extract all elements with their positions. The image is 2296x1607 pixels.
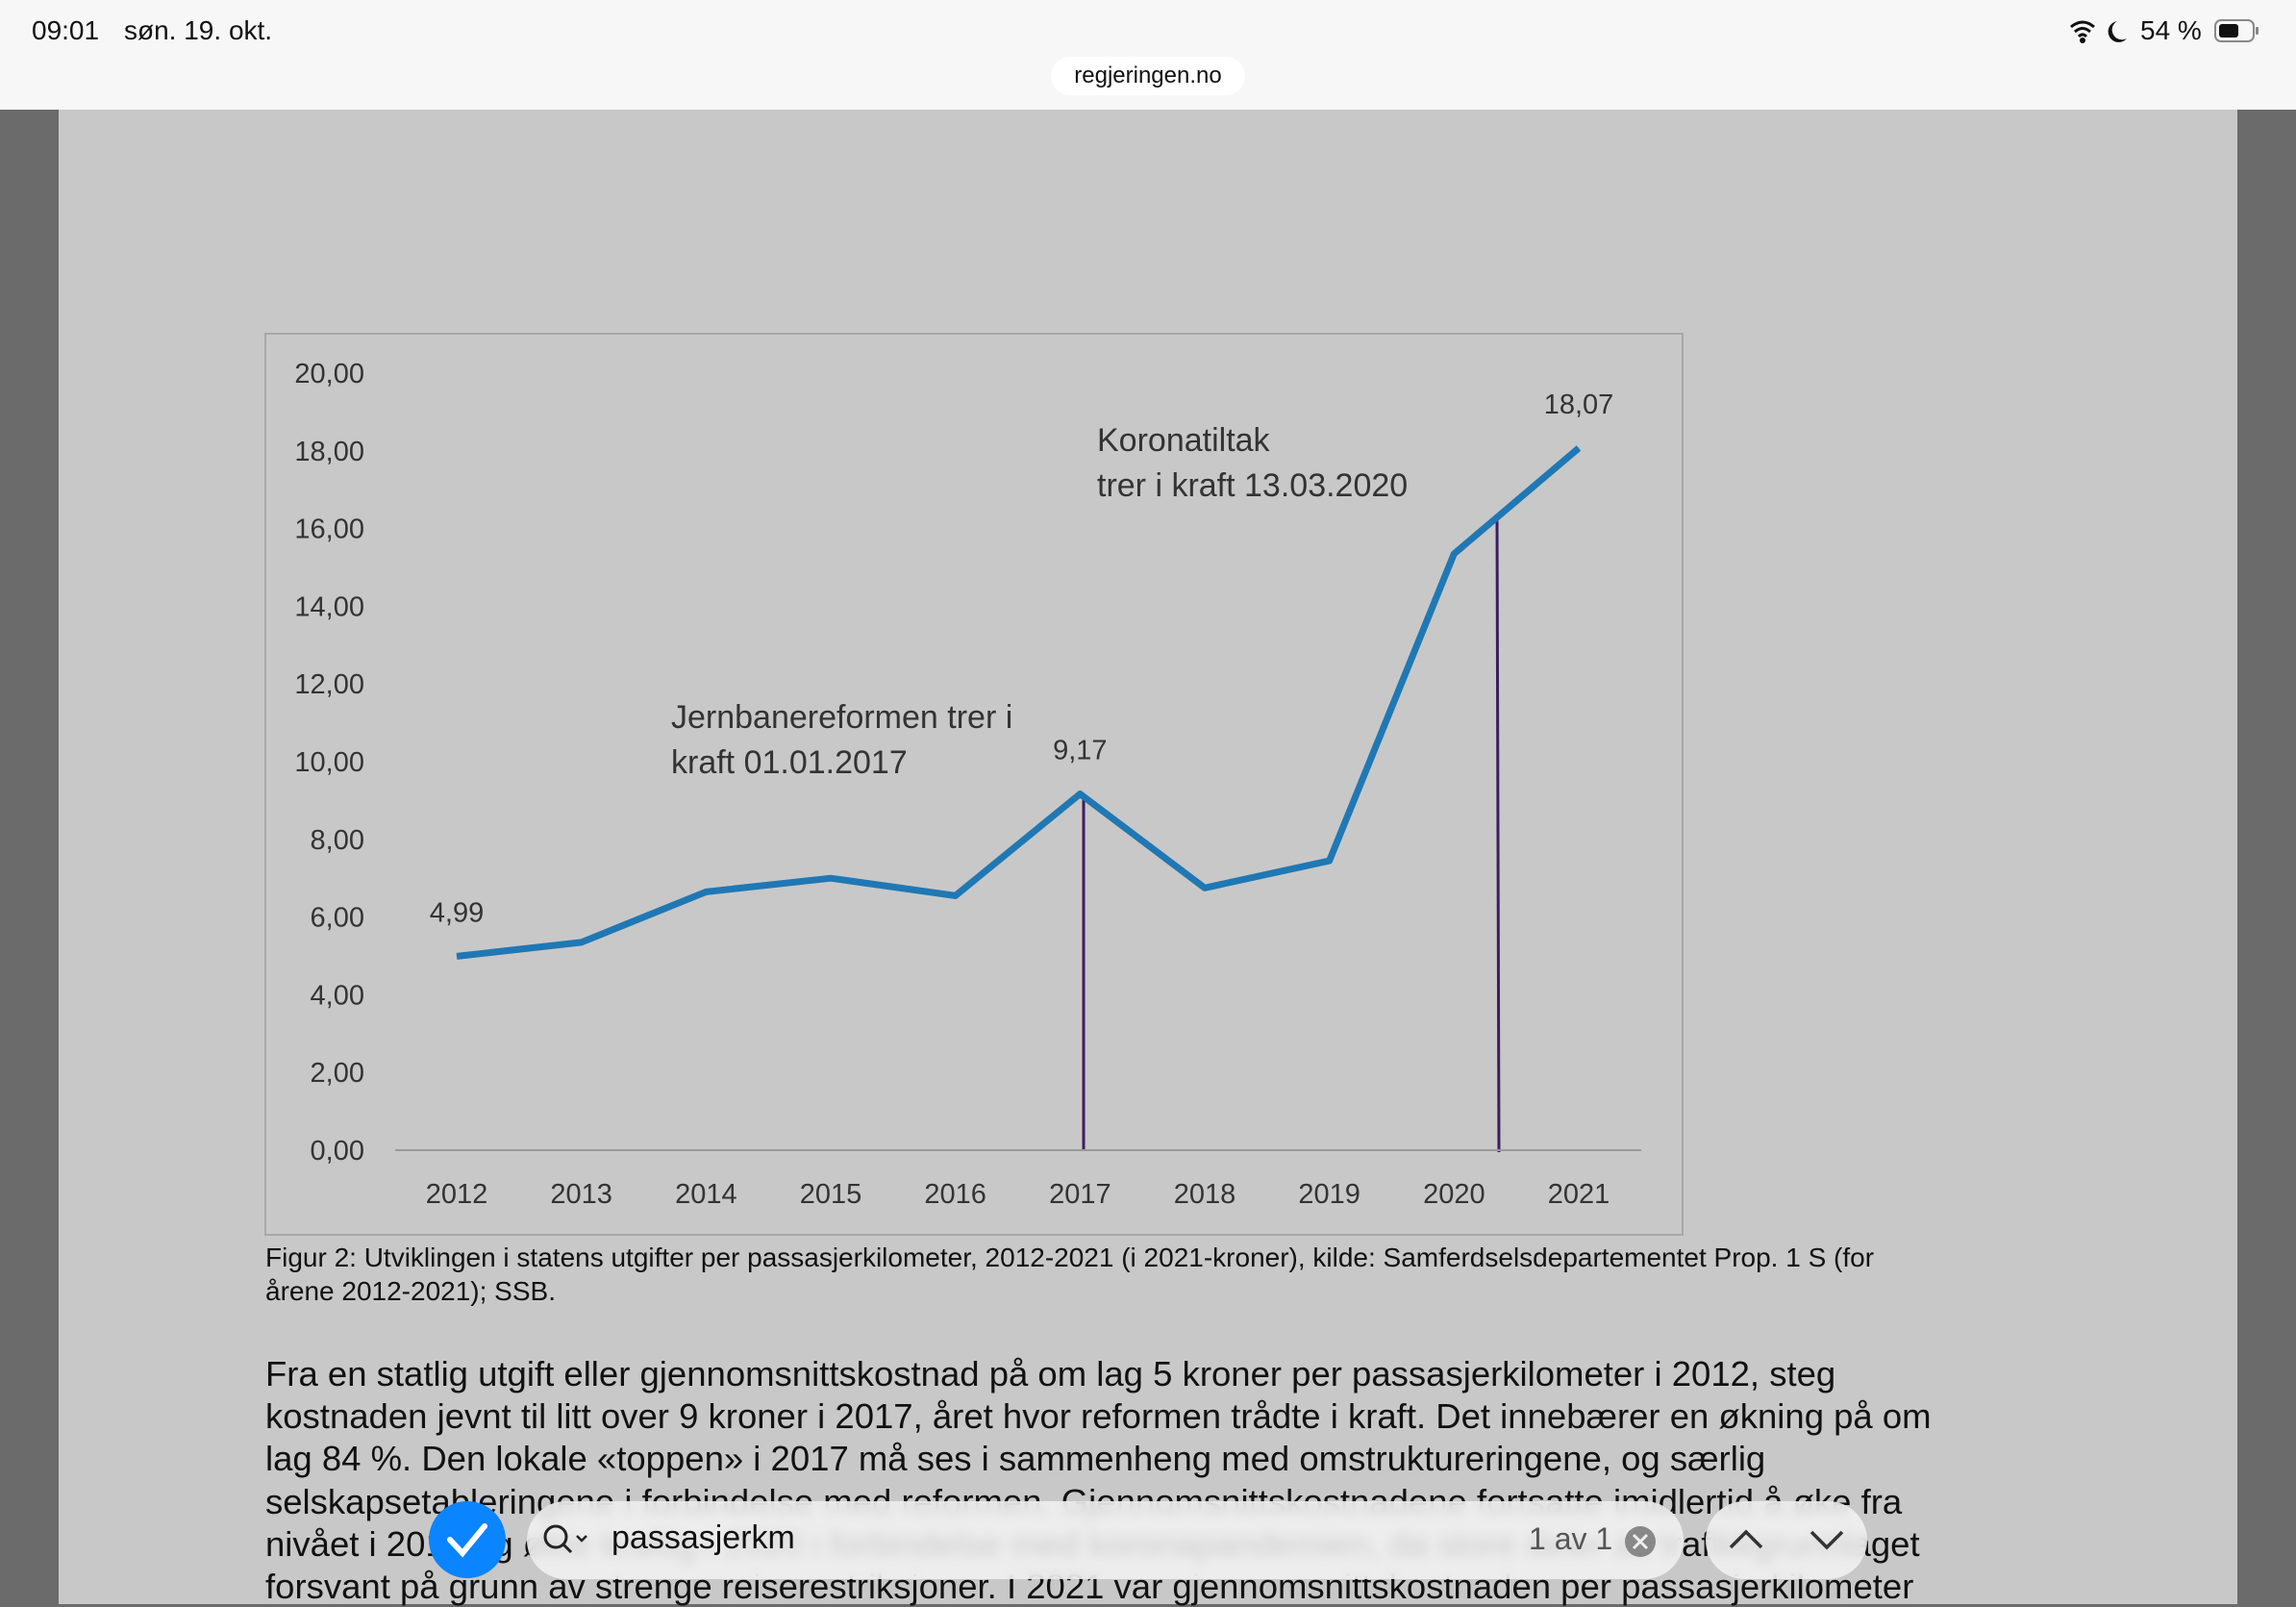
y-tick-label: 16,00	[294, 515, 364, 545]
find-bar[interactable]: passasjerkm 1 av 1	[527, 1501, 1684, 1579]
clear-button[interactable]	[1623, 1524, 1658, 1559]
x-tick-label: 2021	[1548, 1179, 1610, 1210]
body-line: lag 84 %. Den lokale «toppen» i 2017 må …	[265, 1439, 1766, 1479]
nav-arrows[interactable]	[1706, 1501, 1867, 1579]
y-tick-label: 10,00	[294, 747, 364, 778]
search-input[interactable]: passasjerkm	[611, 1519, 795, 1556]
annotation: trer i kraft 13.03.2020	[1097, 467, 1408, 504]
x-tick-label: 2014	[675, 1179, 737, 1210]
time: 09:01	[32, 15, 100, 45]
x-tick-label: 2012	[426, 1179, 488, 1210]
y-tick-label: 14,00	[294, 591, 364, 622]
battery-icon	[2214, 19, 2259, 42]
body-line: Fra en statlig utgift eller gjennomsnitt…	[265, 1354, 1836, 1394]
y-tick-label: 0,00	[311, 1136, 364, 1167]
search-icon	[543, 1524, 587, 1554]
battery-text: 54 %	[2140, 15, 2202, 45]
event-line	[1495, 516, 1501, 1153]
y-tick-label: 2,00	[311, 1058, 364, 1089]
annotation: kraft 01.01.2017	[671, 744, 908, 781]
caption: årene 2012-2021); SSB.	[265, 1276, 556, 1306]
status-bar: 09:01 søn. 19. okt. 54 % regjeringen.no	[0, 0, 2296, 110]
url[interactable]: regjeringen.no	[1051, 57, 1245, 95]
x-tick-label: 2019	[1298, 1179, 1360, 1210]
x-tick-label: 2015	[800, 1179, 862, 1210]
status-icons	[2070, 20, 2127, 43]
y-tick-label: 8,00	[311, 825, 364, 856]
y-tick-label: 12,00	[294, 669, 364, 700]
annotation: Koronatiltak	[1097, 422, 1271, 459]
x-tick-label: 2017	[1049, 1179, 1111, 1210]
find-nav	[1706, 1501, 1867, 1579]
date: søn. 19. okt.	[124, 15, 273, 45]
y-tick-label: 20,00	[294, 359, 364, 389]
y-tick-label: 4,00	[311, 980, 364, 1011]
data-line	[456, 445, 1582, 960]
x-tick-label: 2018	[1174, 1179, 1236, 1210]
annotation: Jernbanereformen trer i	[671, 699, 1012, 736]
chart-frame	[264, 333, 1684, 1236]
done-button[interactable]	[429, 1501, 506, 1578]
data-label: 4,99	[430, 897, 484, 928]
data-label: 18,07	[1544, 389, 1614, 420]
x-tick-label: 2013	[550, 1179, 612, 1210]
x-tick-label: 2016	[924, 1179, 986, 1210]
caption: Figur 2: Utviklingen i statens utgifter …	[265, 1243, 1875, 1272]
body-line: kostnaden jevnt til litt over 9 kroner i…	[265, 1396, 1932, 1437]
data-label: 9,17	[1053, 736, 1107, 766]
y-tick-label: 6,00	[311, 903, 364, 934]
match-count: 1 av 1	[1529, 1521, 1613, 1556]
x-tick-label: 2020	[1423, 1179, 1485, 1210]
y-tick-label: 18,00	[294, 437, 364, 467]
